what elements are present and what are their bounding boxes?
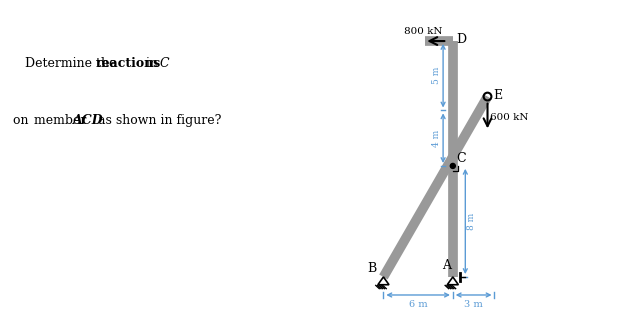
Text: C: C [160, 57, 169, 70]
Text: 800 kN: 800 kN [404, 27, 443, 36]
Text: 3 m: 3 m [464, 300, 483, 309]
Polygon shape [378, 277, 389, 285]
Text: A: A [441, 259, 451, 272]
Text: E: E [493, 89, 502, 102]
Text: member: member [34, 114, 90, 128]
Text: 6 m: 6 m [409, 300, 428, 309]
Text: ACD: ACD [73, 114, 104, 128]
Polygon shape [447, 277, 458, 285]
Text: C: C [457, 152, 466, 164]
Text: 600 kN: 600 kN [490, 113, 529, 122]
Text: as shown in figure?: as shown in figure? [94, 114, 221, 128]
Text: 4 m: 4 m [433, 129, 441, 147]
Text: B: B [367, 262, 377, 275]
Text: 5 m: 5 m [433, 67, 441, 85]
Text: D: D [457, 33, 467, 46]
Text: 8 m: 8 m [467, 213, 476, 230]
Text: on: on [13, 114, 36, 128]
Text: Determine the: Determine the [25, 57, 121, 70]
Circle shape [450, 163, 455, 169]
Text: reactions: reactions [95, 57, 161, 70]
Text: in: in [142, 57, 162, 70]
